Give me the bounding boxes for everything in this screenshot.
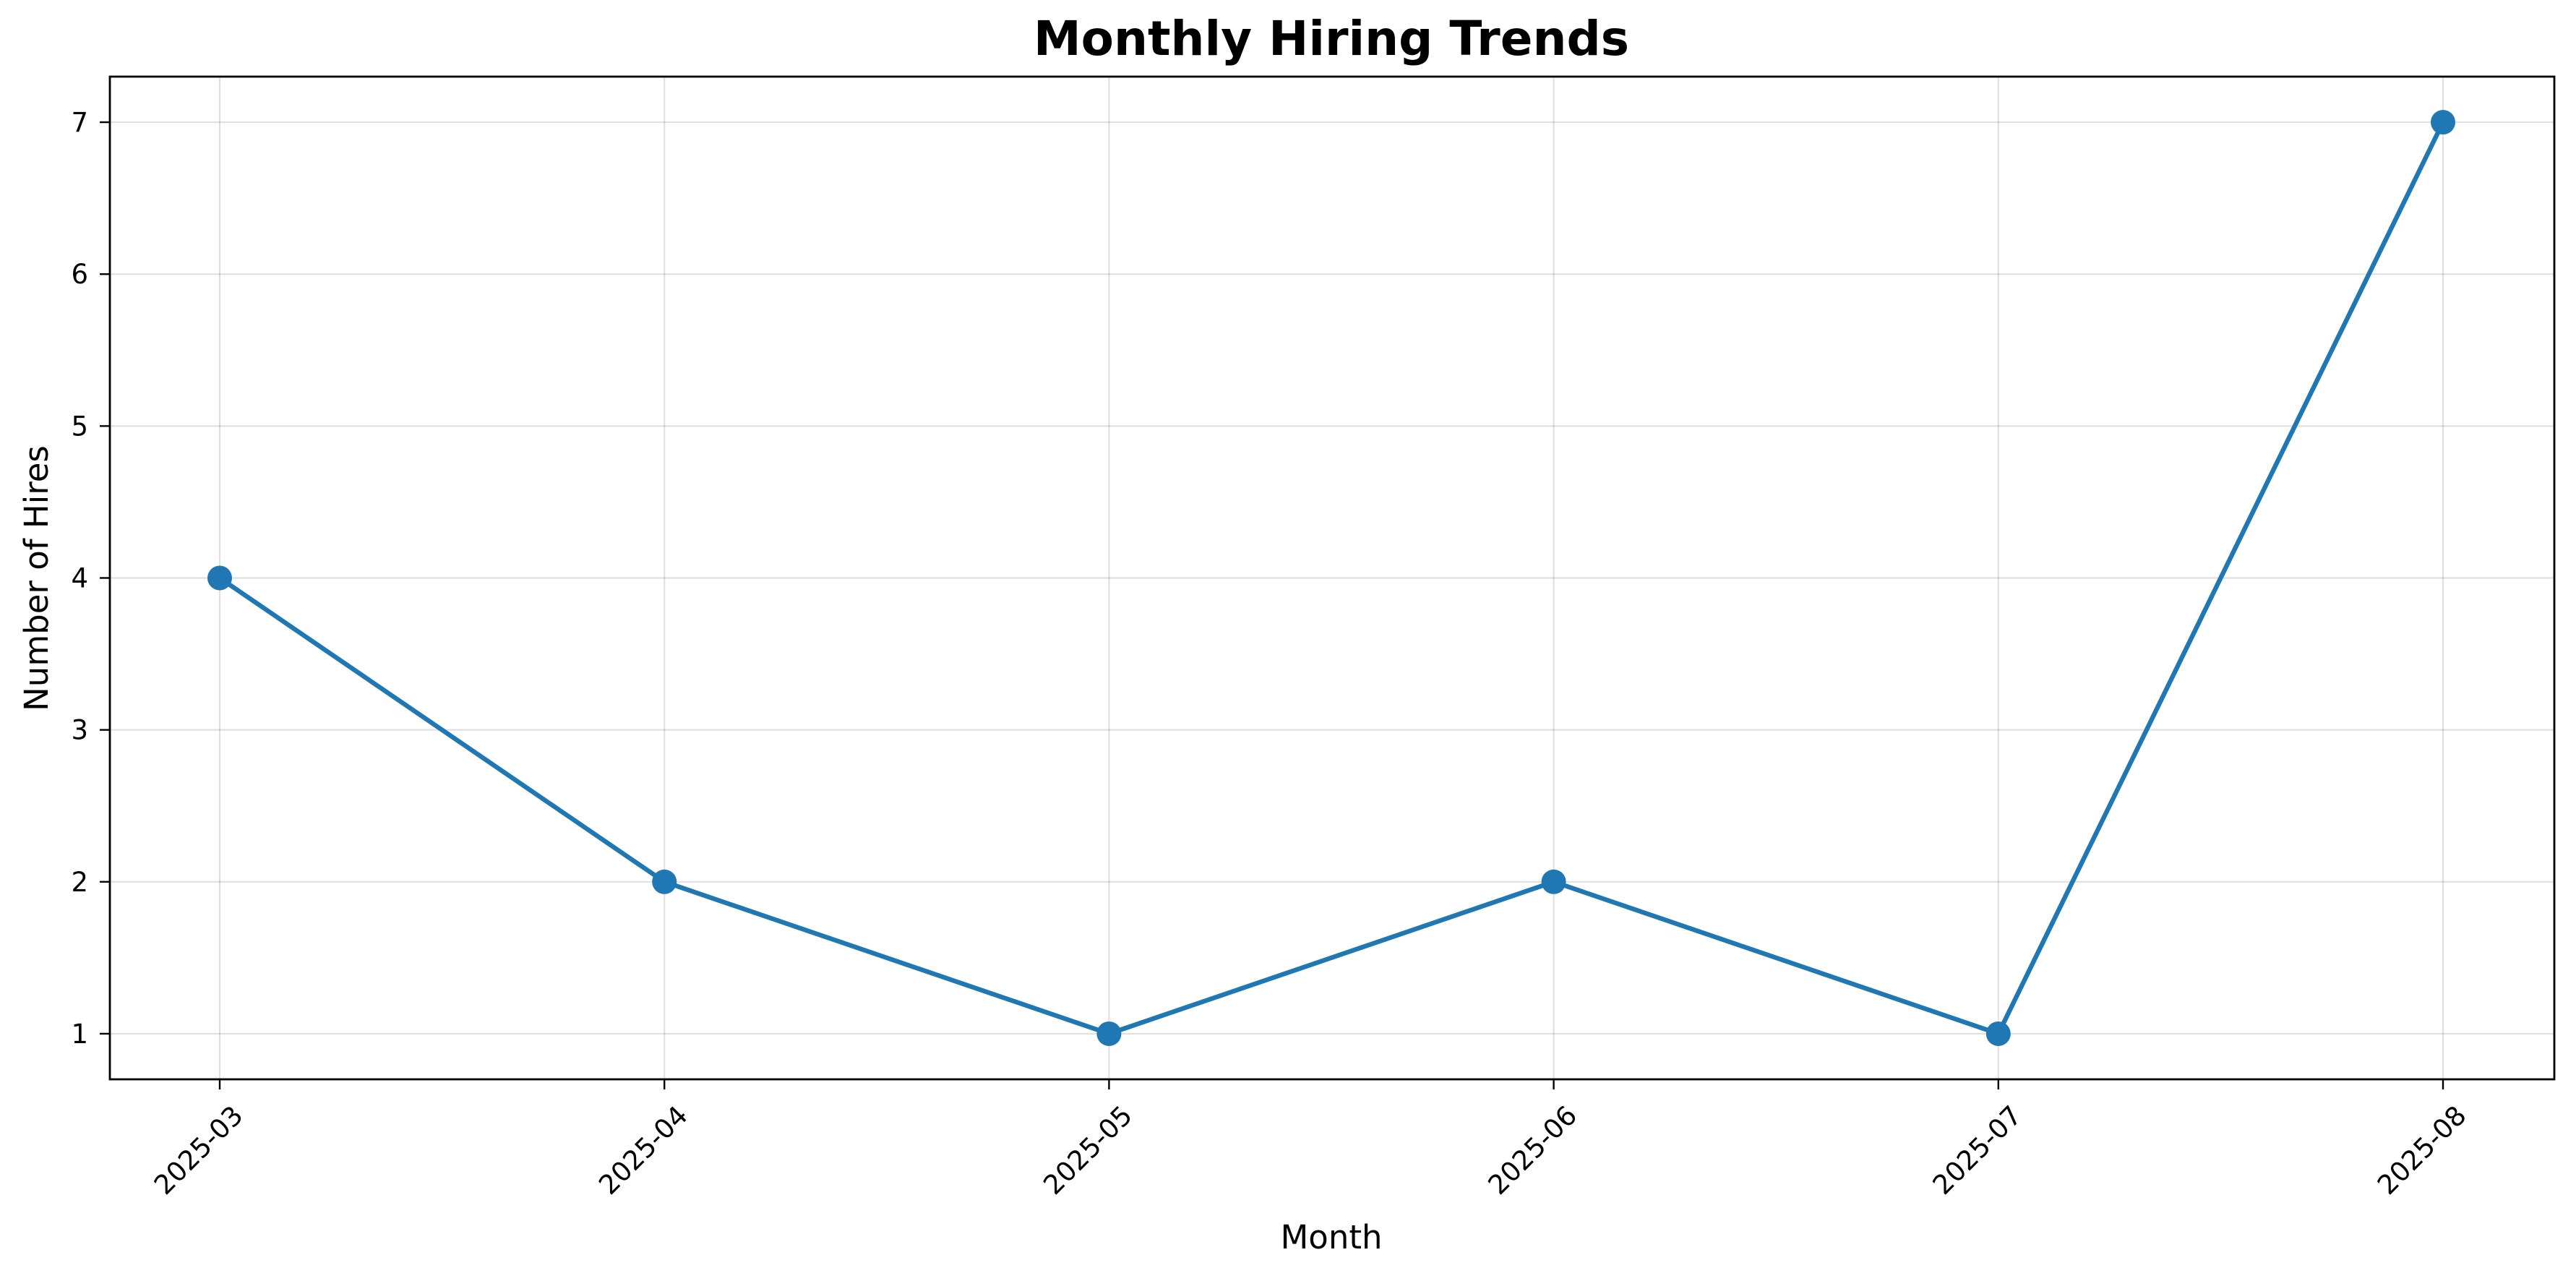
y-tick-label: 5 [71,411,88,442]
data-point [1096,1021,1122,1046]
plot-frame [108,75,2556,1081]
data-point [652,869,677,894]
data-point [2431,110,2455,135]
series-line [217,119,2446,1037]
y-tick-label: 1 [71,1019,88,1050]
y-tick-label: 7 [71,107,88,138]
y-tick-label: 6 [71,259,88,290]
chart-title: Monthly Hiring Trends [1034,11,1629,67]
y-tick-label: 2 [71,867,88,898]
y-tick-label: 3 [71,715,88,746]
x-axis-label: Month [1280,1218,1382,1256]
marker-layer [207,110,2455,1046]
series-layer [217,119,2446,1037]
axes [100,75,2556,1089]
data-point [1985,1021,2011,1046]
y-axis-label: Number of Hires [17,445,56,711]
grid [110,77,2554,1079]
y-tick-label: 4 [71,563,88,594]
data-point [207,565,232,591]
data-point [1541,869,1566,894]
